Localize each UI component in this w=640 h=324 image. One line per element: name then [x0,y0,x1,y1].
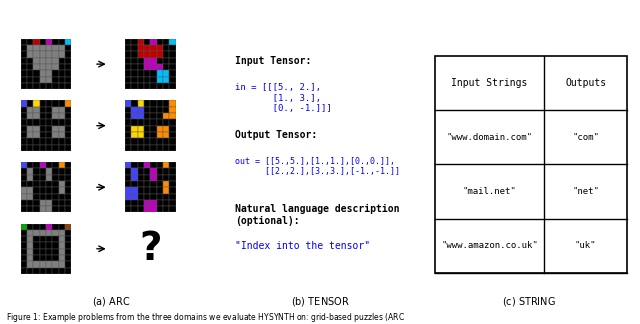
Text: Natural language description
(optional):: Natural language description (optional): [235,204,399,226]
Text: (a) A$\rm{RC}$: (a) A$\rm{RC}$ [92,295,130,308]
Text: Input Tensor:: Input Tensor: [235,56,311,66]
Text: in = [[[5., 2.],
       [1., 3.],
       [0., -1.]]]: in = [[[5., 2.], [1., 3.], [0., -1.]]] [235,83,332,113]
Text: Output Tensor:: Output Tensor: [235,130,317,140]
Text: out = [[5.,5.],[1.,1.],[0.,0.]],
      [[2.,2.],[3.,3.],[-1.,-1.]]: out = [[5.,5.],[1.,1.],[0.,0.]], [[2.,2.… [235,157,399,177]
Text: "www.amazon.co.uk": "www.amazon.co.uk" [441,241,538,250]
Text: "www.domain.com": "www.domain.com" [447,133,532,142]
Text: Outputs: Outputs [565,78,606,88]
Text: "mail.net": "mail.net" [463,187,516,196]
Text: Figure 1: Example problems from the three domains we evaluate H$\rm{Y}$S$\rm{YNT: Figure 1: Example problems from the thre… [6,311,406,324]
Text: "Index into the tensor": "Index into the tensor" [235,241,370,251]
Text: Input Strings: Input Strings [451,78,528,88]
Text: "uk": "uk" [575,241,596,250]
Text: "com": "com" [572,133,599,142]
Text: "net": "net" [572,187,599,196]
Text: (c) S$\rm{TRING}$: (c) S$\rm{TRING}$ [502,295,556,308]
Bar [435,56,627,273]
Text: (b) T$\rm{ENSOR}$: (b) T$\rm{ENSOR}$ [291,295,349,308]
